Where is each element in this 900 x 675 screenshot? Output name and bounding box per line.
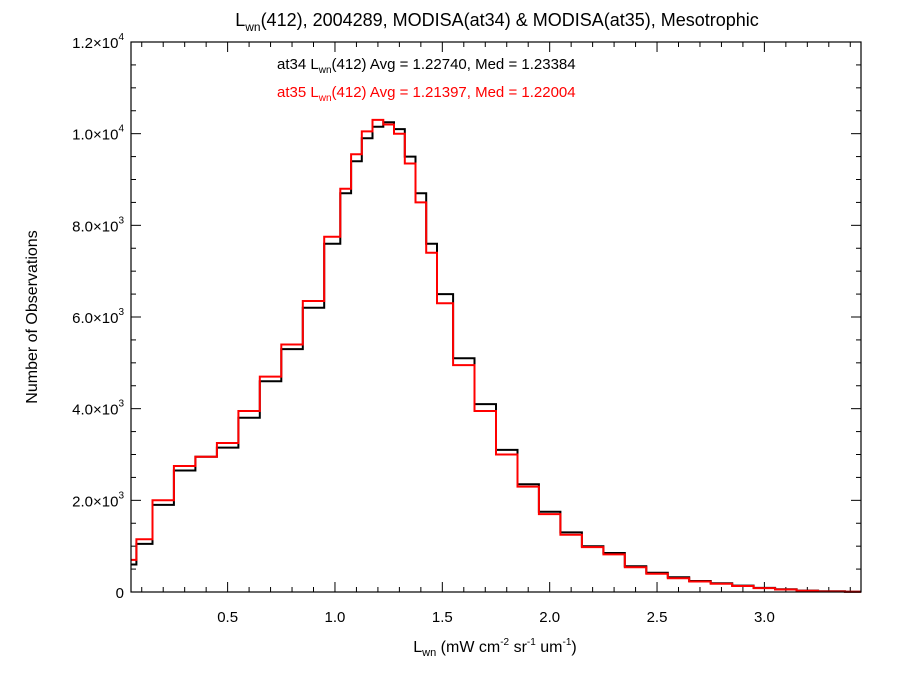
y-tick-label: 8.0×103 (72, 215, 124, 235)
x-tick-label: 2.0 (539, 609, 560, 626)
y-tick-label: 0 (116, 585, 124, 602)
x-tick-label: 1.0 (325, 609, 346, 626)
x-tick-label: 2.5 (647, 609, 668, 626)
series-line-at34 (131, 121, 861, 593)
annotation-at35: at35 Lwn(412) Avg = 1.21397, Med = 1.220… (277, 84, 576, 104)
plot-frame (130, 41, 862, 593)
y-tick-label: 1.0×104 (72, 124, 124, 144)
series-line-at35 (131, 118, 861, 593)
x-tick-label: 1.5 (432, 609, 453, 626)
x-axis-label: Lwn (mW cm-2 sr-1 um-1) (413, 637, 576, 659)
y-tick-label: 1.2×104 (72, 32, 124, 52)
y-tick-label: 4.0×103 (72, 399, 124, 419)
y-tick-label: 2.0×103 (72, 490, 124, 510)
y-axis-label: Number of Observations (24, 230, 41, 403)
axis-ticks: 0.5 1.0 1.5 2.0 2.5 3.0 0 2.0×103 4.0×103 6.0×103… (72, 32, 861, 626)
data-series (131, 118, 861, 593)
x-tick-label: 3.0 (754, 609, 775, 626)
annotation-at34: at34 Lwn(412) Avg = 1.22740, Med = 1.233… (277, 56, 576, 76)
x-tick-label: 0.5 (217, 609, 238, 626)
chart-title: Lwn(412), 2004289, MODISA(at34) & MODISA… (235, 10, 759, 34)
y-tick-label: 6.0×103 (72, 307, 124, 327)
